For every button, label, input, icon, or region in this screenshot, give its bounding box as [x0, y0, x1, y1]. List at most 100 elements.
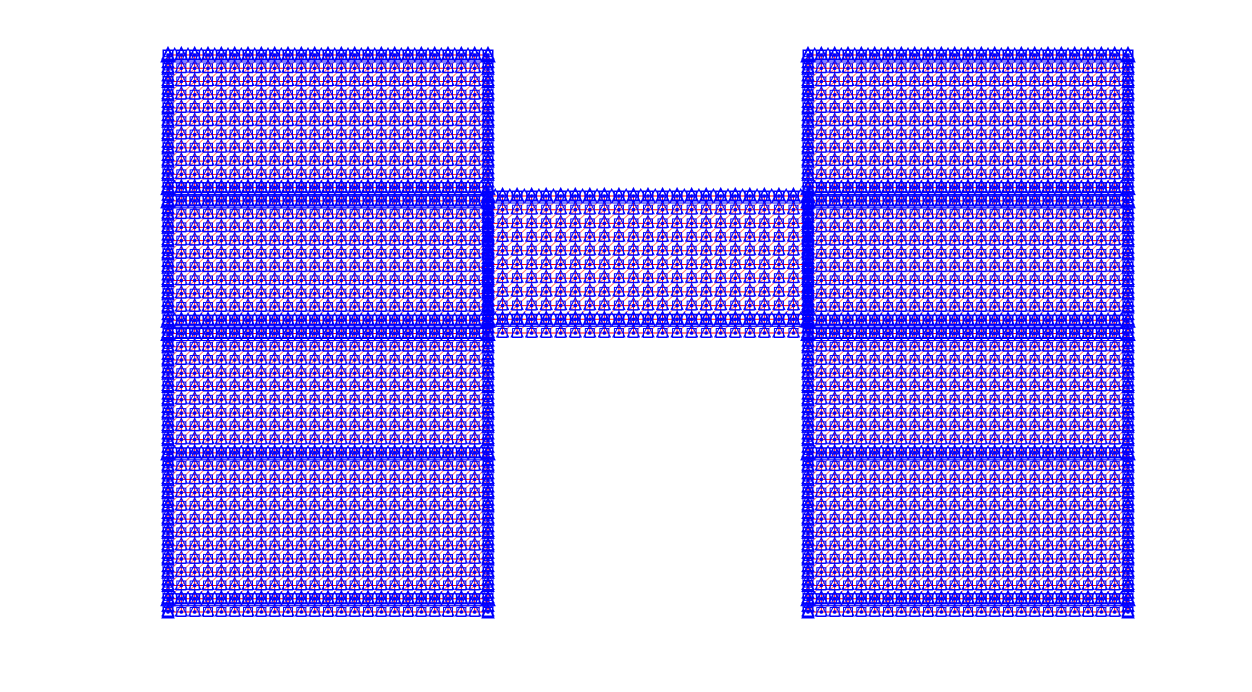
node-dot-marker — [259, 610, 264, 614]
mesh-diagonal-line — [314, 67, 329, 82]
node-dot-marker — [272, 557, 277, 561]
mesh-diagonal-line — [287, 359, 302, 374]
mesh-diagonal-line — [394, 399, 409, 414]
node-dot-marker — [312, 517, 317, 521]
mesh-diagonal-line — [234, 399, 249, 414]
node-dot-marker — [326, 557, 330, 561]
mesh-diagonal-line — [474, 505, 489, 520]
node-dot-marker — [326, 305, 330, 309]
node-dot-marker — [192, 490, 197, 495]
node-dot-marker — [272, 398, 277, 402]
node-dot-marker — [272, 530, 277, 535]
node-dot-marker — [206, 530, 210, 535]
node-dot-marker — [299, 371, 304, 376]
node-dot-marker — [192, 265, 197, 269]
node-dot-marker — [286, 132, 290, 137]
node-dot-marker — [379, 92, 384, 97]
mesh-diagonal-line — [380, 253, 396, 268]
node-dot-marker — [326, 570, 330, 575]
node-dot-marker — [379, 411, 384, 415]
mesh-diagonal-line — [407, 107, 422, 122]
node-dot-marker — [352, 66, 357, 71]
mesh-diagonal-line — [220, 94, 236, 109]
node-dot-marker — [379, 530, 384, 535]
mesh-diagonal-line — [220, 545, 236, 560]
mesh-diagonal-line — [394, 571, 409, 586]
node-dot-marker — [299, 66, 304, 71]
mesh-diagonal-line — [394, 372, 409, 387]
mesh-diagonal-line — [354, 293, 369, 308]
mesh-diagonal-line — [380, 558, 396, 573]
mesh-diagonal-line — [394, 412, 409, 427]
node-dot-marker — [272, 225, 277, 230]
node-dot-marker — [419, 132, 424, 137]
mesh-diagonal-line — [394, 280, 409, 295]
node-dot-marker — [206, 504, 210, 508]
mesh-diagonal-line — [447, 505, 462, 520]
mesh-diagonal-line — [474, 67, 489, 82]
mesh-diagonal-line — [460, 412, 476, 427]
mesh-diagonal-line — [287, 67, 302, 82]
mesh-diagonal-line — [247, 372, 262, 387]
mesh-diagonal-line — [220, 558, 236, 573]
mesh-diagonal-line — [180, 399, 196, 414]
mesh-diagonal-line — [460, 293, 476, 308]
node-dot-marker — [352, 543, 357, 548]
mesh-diagonal-line — [327, 213, 342, 228]
mesh-diagonal-line — [260, 107, 276, 122]
mesh-diagonal-line — [180, 372, 196, 387]
mesh-diagonal-line — [447, 94, 462, 109]
node-dot-marker — [299, 119, 304, 124]
node-dot-marker — [259, 477, 264, 482]
mesh-diagonal-line — [354, 346, 369, 361]
node-dot-marker — [286, 172, 290, 177]
node-dot-marker — [352, 411, 357, 415]
mesh-diagonal-line — [447, 253, 462, 268]
mesh-diagonal-line — [247, 213, 262, 228]
mesh-diagonal-line — [287, 107, 302, 122]
node-dot-marker — [352, 477, 357, 482]
node-dot-marker — [286, 358, 290, 362]
node-dot-marker — [339, 517, 344, 521]
mesh-diagonal-line — [194, 346, 209, 361]
node-dot-marker — [312, 66, 317, 71]
mesh-diagonal-line — [274, 81, 289, 96]
mesh-diagonal-line — [407, 346, 422, 361]
node-dot-marker — [326, 583, 330, 588]
mesh-diagonal-line — [247, 518, 262, 533]
mesh-diagonal-line — [300, 134, 316, 149]
node-dot-marker — [246, 371, 250, 376]
mesh-diagonal-line — [274, 505, 289, 520]
node-dot-marker — [192, 344, 197, 349]
mesh-diagonal-line — [180, 213, 196, 228]
mesh-diagonal-line — [300, 280, 316, 295]
mesh-diagonal-line — [300, 545, 316, 560]
node-dot-marker — [392, 504, 397, 508]
node-dot-marker — [259, 411, 264, 415]
mesh-diagonal-line — [207, 94, 222, 109]
mesh-diagonal-line — [394, 253, 409, 268]
node-dot-marker — [259, 79, 264, 84]
mesh-diagonal-line — [300, 558, 316, 573]
node-dot-marker — [392, 238, 397, 243]
node-dot-marker — [219, 66, 224, 71]
mesh-diagonal-line — [300, 505, 316, 520]
node-dot-marker — [339, 477, 344, 482]
node-dot-marker — [206, 371, 210, 376]
node-dot-marker — [192, 437, 197, 442]
node-dot-marker — [326, 477, 330, 482]
mesh-diagonal-line — [234, 120, 249, 135]
mesh-diagonal-line — [180, 227, 196, 242]
node-dot-marker — [339, 557, 344, 561]
node-dot-marker — [259, 437, 264, 442]
mesh-diagonal-line — [354, 266, 369, 281]
mesh-diagonal-line — [180, 465, 196, 480]
mesh-diagonal-line — [220, 253, 236, 268]
node-dot-marker — [192, 66, 197, 71]
mesh-diagonal-line — [220, 425, 236, 440]
node-dot-marker — [192, 398, 197, 402]
mesh-diagonal-line — [274, 359, 289, 374]
node-dot-marker — [379, 543, 384, 548]
mesh-diagonal-line — [194, 545, 209, 560]
mesh-diagonal-line — [434, 81, 449, 96]
